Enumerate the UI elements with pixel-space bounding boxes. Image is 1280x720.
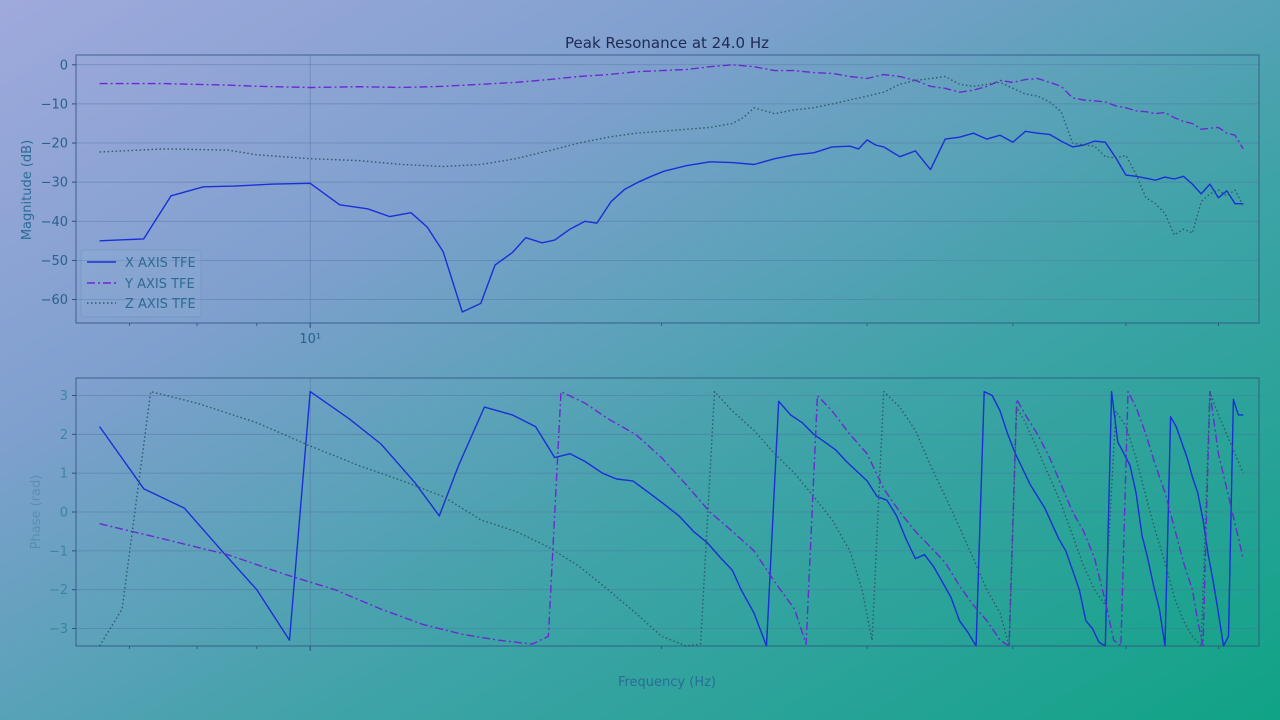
magnitude-axes: 0 −10 −20 −30 −40 −50 −60 10¹ Peak Resonance a… [20, 34, 1260, 347]
phase-axes: 3 2 1 0 −1 −2 −3 Frequency (Hz) Phase (rad) [29, 377, 1260, 690]
series-line-y-axis-tfe [99, 64, 1244, 150]
y-tick-label: 2 [60, 428, 68, 443]
y-tick-label: −10 [41, 97, 68, 112]
legend-label-z: Z AXIS TFE [125, 297, 196, 312]
legend-label-y: Y AXIS TFE [124, 277, 195, 292]
phase-y-axis-label: Phase (rad) [29, 475, 44, 550]
y-tick-label: −20 [41, 137, 68, 152]
chart-title: Peak Resonance at 24.0 Hz [565, 34, 769, 52]
y-tick-label: −1 [49, 544, 68, 559]
x-tick-label: 10¹ [299, 332, 321, 347]
series-line-x-axis-tfe [99, 130, 1244, 313]
series-line-x-axis-tfe [99, 390, 1244, 647]
y-tick-label: 1 [60, 467, 68, 482]
y-tick-label: −60 [41, 293, 68, 308]
legend-label-x: X AXIS TFE [125, 256, 196, 271]
magnitude-plot-frame [75, 54, 1260, 324]
y-tick-label: 0 [60, 506, 68, 521]
y-tick-label: 0 [60, 58, 68, 73]
magnitude-y-axis-label: Magnitude (dB) [20, 140, 35, 240]
legend: X AXIS TFE Y AXIS TFE Z AXIS TFE [80, 249, 202, 318]
y-tick-label: −2 [49, 583, 68, 598]
series-line-y-axis-tfe [99, 390, 1244, 647]
series-line-z-axis-tfe [99, 75, 1244, 236]
y-tick-label: −30 [41, 176, 68, 191]
legend-box [80, 249, 202, 318]
y-tick-label: −3 [49, 622, 68, 637]
y-tick-label: −40 [41, 215, 68, 230]
series-line-z-axis-tfe [99, 390, 1244, 647]
y-tick-label: 3 [60, 389, 68, 404]
frequency-x-axis-label: Frequency (Hz) [618, 675, 716, 690]
y-tick-label: −50 [41, 254, 68, 269]
